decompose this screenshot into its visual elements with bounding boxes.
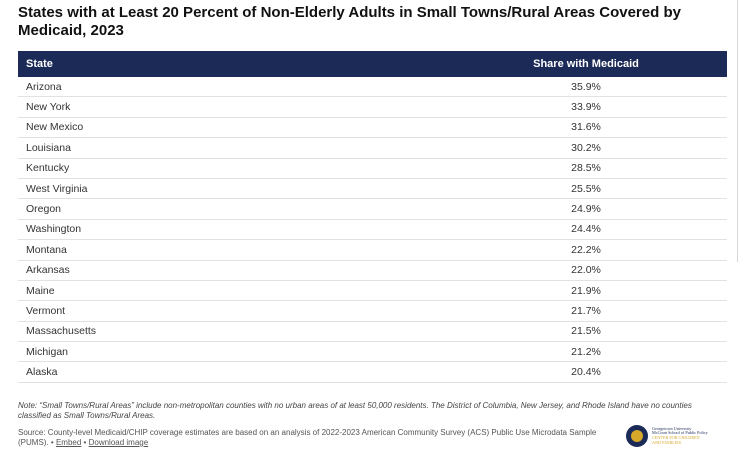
- cell-state: West Virginia: [26, 182, 88, 195]
- cell-share: 31.6%: [571, 121, 601, 134]
- cell-share: 20.4%: [571, 366, 601, 379]
- logo-line-2: McCourt School of Public Policy: [652, 430, 708, 436]
- table-row: Kentucky 28.5%: [18, 159, 727, 179]
- cell-state: Arkansas: [26, 264, 70, 277]
- cell-state: Louisiana: [26, 141, 71, 154]
- cell-state: Alaska: [26, 366, 58, 379]
- seal-icon: [626, 425, 648, 447]
- bullet-1: •: [50, 438, 54, 447]
- cell-share: 21.5%: [571, 325, 601, 338]
- table-row: New York 33.9%: [18, 97, 727, 118]
- cell-state: Washington: [26, 223, 82, 236]
- logo-line-4: AND FAMILIES: [652, 439, 682, 445]
- cell-state: Maine: [26, 284, 55, 297]
- cell-share: 21.2%: [571, 345, 601, 358]
- table-row: Michigan 21.2%: [18, 342, 727, 363]
- cell-state: Vermont: [26, 304, 66, 317]
- table-row: West Virginia 25.5%: [18, 179, 727, 200]
- logo-line-1: Georgetown University: [652, 425, 692, 431]
- cell-state: Michigan: [26, 345, 69, 358]
- logo-line-3: CENTER FOR CHILDREN: [652, 435, 700, 440]
- table-row: Massachusetts 21.5%: [18, 322, 727, 343]
- cell-share: 35.9%: [571, 80, 601, 93]
- cell-share: 24.4%: [571, 223, 601, 236]
- cell-share: 24.9%: [571, 203, 601, 216]
- table-row: Arkansas 22.0%: [18, 261, 727, 281]
- table-row: Arizona 35.9%: [18, 77, 727, 98]
- georgetown-logo: Georgetown University McCourt School of …: [626, 424, 726, 448]
- cell-state: Massachusetts: [26, 325, 97, 338]
- medicaid-table: State Share with Medicaid Arizona 35.9% Ne…: [18, 51, 727, 383]
- cell-state: Kentucky: [26, 162, 70, 175]
- header-state: State: [26, 58, 53, 70]
- clipped-side-panel: [737, 0, 751, 262]
- table-row: Alaska 20.4%: [18, 362, 727, 383]
- cell-state: Arizona: [26, 80, 62, 93]
- cell-state: New Mexico: [26, 121, 84, 134]
- logo-text: Georgetown University McCourt School of …: [652, 425, 708, 445]
- table-row: Montana 22.2%: [18, 240, 727, 261]
- table-row: Louisiana 30.2%: [18, 138, 727, 159]
- cell-share: 22.2%: [571, 243, 601, 256]
- cell-share: 30.2%: [571, 141, 601, 154]
- cell-share: 21.9%: [571, 284, 601, 297]
- cell-share: 33.9%: [571, 101, 601, 114]
- note-text: Note: “Small Towns/Rural Areas” include …: [18, 401, 692, 420]
- table-header: State Share with Medicaid: [18, 51, 727, 77]
- bullet-2: •: [83, 438, 87, 447]
- cell-state: Montana: [26, 243, 67, 256]
- cell-share: 25.5%: [571, 182, 601, 195]
- table-row: Vermont 21.7%: [18, 301, 727, 322]
- embed-link[interactable]: Embed: [55, 438, 82, 447]
- chart-title: States with at Least 20 Percent of Non-E…: [18, 4, 681, 39]
- cell-share: 28.5%: [571, 162, 601, 175]
- cell-share: 21.7%: [571, 304, 601, 317]
- table-row: Washington 24.4%: [18, 220, 727, 241]
- cell-share: 22.0%: [571, 264, 601, 277]
- table-body: Arizona 35.9% New York 33.9% New Mexico 31.6%…: [18, 77, 727, 383]
- header-share: Share with Medicaid: [533, 58, 639, 70]
- table-row: New Mexico 31.6%: [18, 118, 727, 139]
- source-body: Source: County-level Medicaid/CHIP cover…: [18, 428, 597, 447]
- download-image-link[interactable]: Download image: [88, 438, 149, 447]
- cell-state: New York: [26, 101, 71, 114]
- table-row: Maine 21.9%: [18, 281, 727, 302]
- source-text: Source: County-level Medicaid/CHIP cover…: [18, 428, 618, 448]
- cell-state: Oregon: [26, 203, 62, 216]
- table-row: Oregon 24.9%: [18, 199, 727, 220]
